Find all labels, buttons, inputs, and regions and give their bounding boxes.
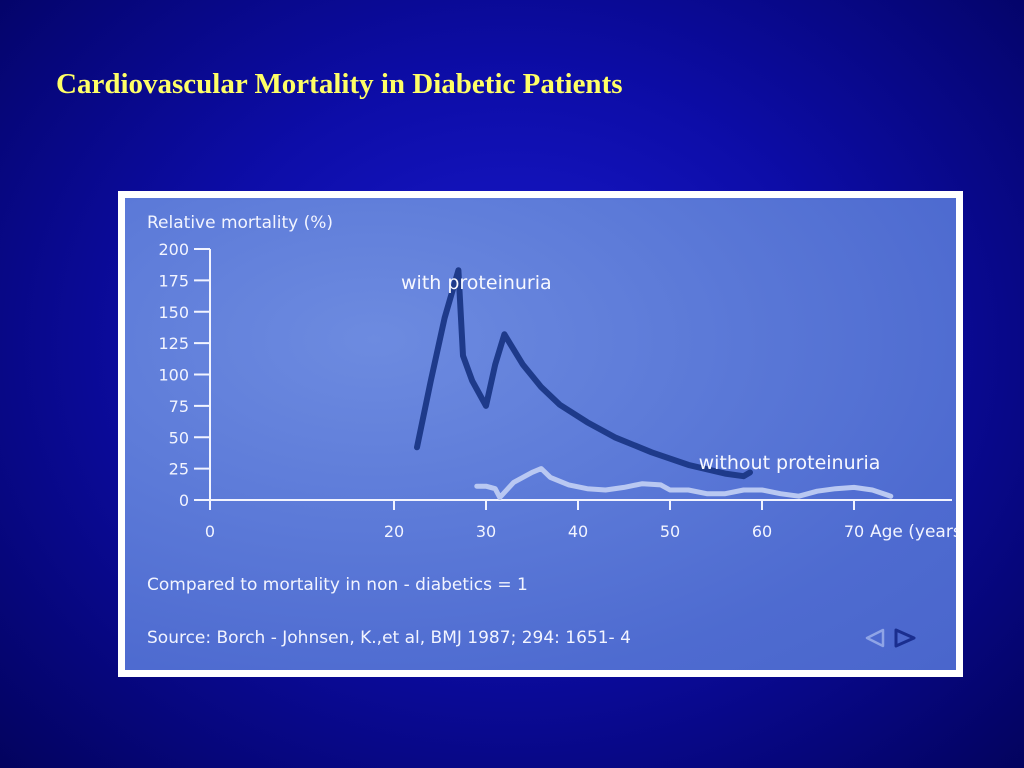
figure-frame: 0 25 50 75 100 125 150 175 200 0 20 30 40 50 60 70 Relat… (118, 191, 963, 677)
triangle-right-icon[interactable] (894, 628, 916, 648)
y-tick-label: 125 (158, 334, 189, 353)
x-tick-label: 20 (384, 522, 404, 541)
figure-panel: 0 25 50 75 100 125 150 175 200 0 20 30 40 50 60 70 Relat… (125, 198, 956, 670)
triangle-left-icon[interactable] (865, 628, 885, 648)
y-tick-label: 175 (158, 271, 189, 290)
series-label-with-proteinuria: with proteinuria (401, 272, 552, 294)
y-tick-label: 200 (158, 240, 189, 259)
series-label-without-proteinuria: without proteinuria (699, 452, 881, 474)
x-axis-title: Age (years) (870, 522, 956, 542)
y-tick-label: 25 (169, 460, 189, 479)
footnote-text: Compared to mortality in non - diabetics… (147, 575, 528, 595)
x-tick-label: 70 (844, 522, 864, 541)
source-text: Source: Borch - Johnsen, K.,et al, BMJ 1… (147, 628, 631, 648)
y-tick-label: 75 (169, 397, 189, 416)
x-tick-label: 60 (752, 522, 772, 541)
y-tick-label: 0 (179, 491, 189, 510)
x-tick-label: 0 (205, 522, 215, 541)
mortality-chart: 0 25 50 75 100 125 150 175 200 0 20 30 40 50 60 70 Relat… (147, 213, 956, 648)
series-line-without-proteinuria (474, 466, 894, 500)
y-axis-title: Relative mortality (%) (147, 213, 333, 233)
series-line-with-proteinuria (414, 267, 753, 480)
x-tick-label: 30 (476, 522, 496, 541)
x-tick-label: 40 (568, 522, 588, 541)
slide-title: Cardiovascular Mortality in Diabetic Pat… (56, 68, 623, 100)
y-tick-label: 100 (158, 366, 189, 385)
y-tick-label: 50 (169, 428, 189, 447)
y-tick-label: 150 (158, 303, 189, 322)
x-tick-label: 50 (660, 522, 680, 541)
